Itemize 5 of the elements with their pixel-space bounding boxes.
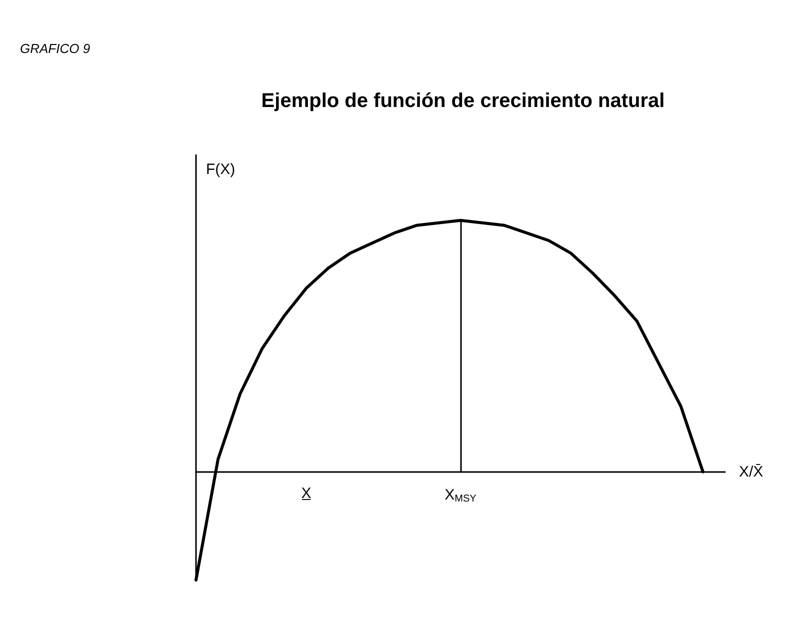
- x-axis-title: X/X̄: [739, 463, 764, 480]
- y-axis-title: F(X): [206, 161, 236, 178]
- chart-title: Ejemplo de función de crecimiento natural: [261, 90, 665, 112]
- text: GRAFICO 9: [20, 41, 90, 56]
- x-tick-label: X̲: [301, 484, 312, 502]
